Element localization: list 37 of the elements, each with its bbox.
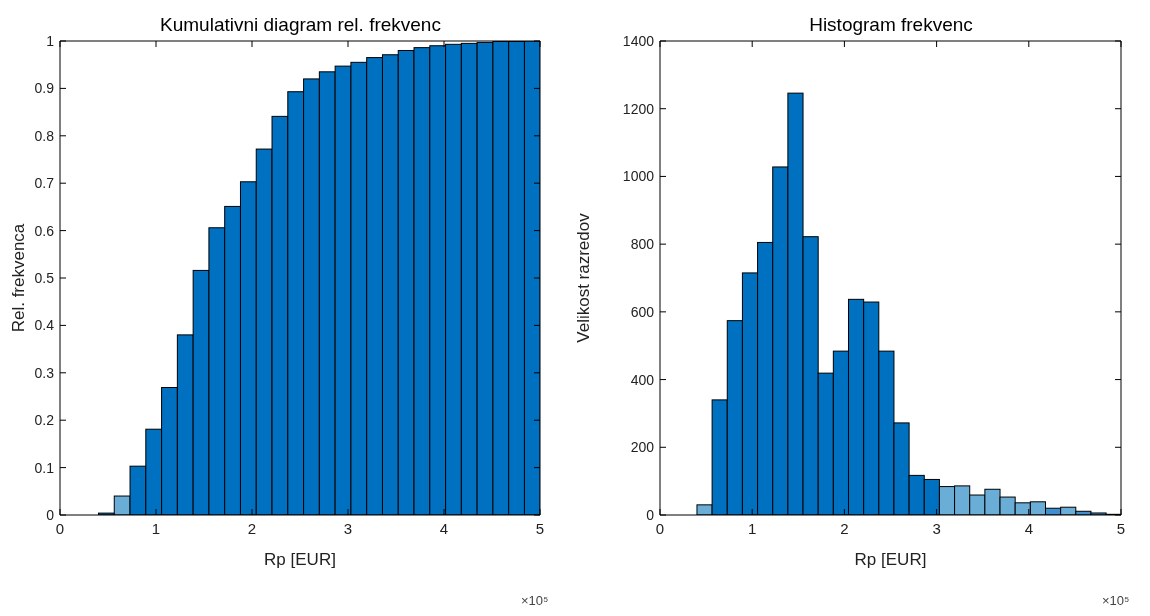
text: ×10⁵ (521, 593, 549, 608)
y-tick-label: 0.4 (34, 317, 55, 334)
y-tick-label: 600 (630, 303, 655, 320)
y-tick-label: 0.9 (34, 80, 55, 97)
y-tick-label: 0 (46, 506, 55, 523)
x-tick-label: 4 (439, 519, 449, 537)
x-tick-label: 5 (1116, 519, 1126, 537)
y-axis-title: Rel. frekvenca (9, 223, 29, 333)
y-tick-label: 0.5 (34, 269, 55, 286)
chart-title: Kumulativni diagram rel. frekvenc (159, 14, 442, 36)
y-tick-label: 0 (646, 506, 655, 523)
y-tick-label: 1000 (622, 168, 655, 185)
y-tick-label: 0.7 (34, 175, 55, 192)
x-tick-label: 5 (535, 519, 545, 537)
x-tick-label: 2 (840, 519, 849, 537)
x-axis-title: Rp [EUR] (854, 550, 927, 569)
y-tick-label: 1200 (622, 100, 655, 117)
y-tick-label: 400 (630, 371, 655, 388)
x-tick-label: 3 (343, 519, 353, 537)
chart-title: Histogram frekvenc (808, 14, 974, 36)
x-tick-label: 1 (748, 519, 757, 537)
y-tick-label: 0.8 (34, 127, 55, 144)
text: ×10⁵ (1102, 593, 1130, 608)
x-tick-label: 2 (247, 519, 257, 537)
y-tick-label: 1400 (622, 32, 655, 49)
y-tick-label: 0.3 (34, 364, 55, 381)
y-tick-label: 0.1 (34, 459, 55, 476)
y-tick-label: 200 (630, 439, 655, 456)
x-tick-label: 3 (932, 519, 941, 537)
y-tick-label: 1 (46, 32, 55, 49)
y-tick-label: 800 (630, 236, 655, 253)
x-axis-title: Rp [EUR] (264, 550, 336, 569)
y-axis-title: Velikost razredov (574, 212, 594, 343)
x-tick-label: 4 (1024, 519, 1033, 537)
y-tick-label: 0.2 (34, 412, 55, 429)
y-tick-label: 0.6 (34, 222, 55, 239)
x-tick-label: 1 (151, 519, 161, 537)
